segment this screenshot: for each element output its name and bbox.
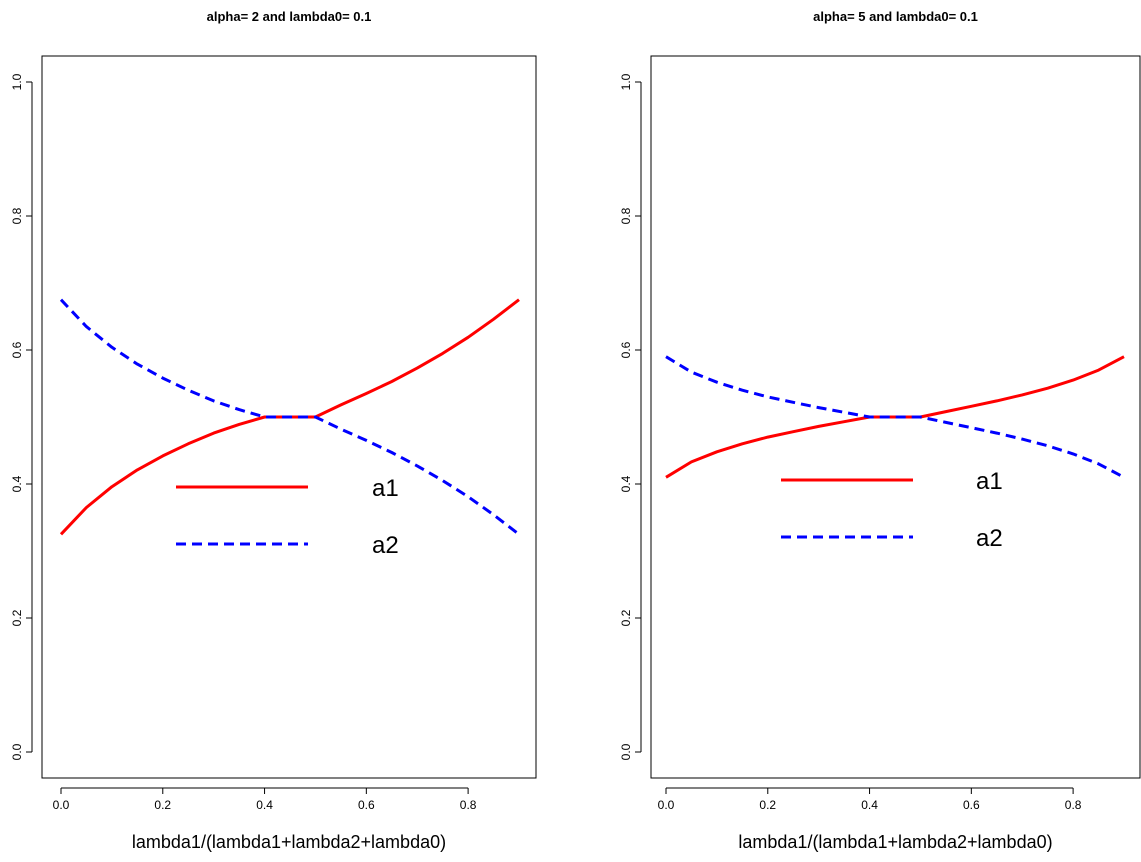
y-tick-label: 0.8 <box>619 207 633 224</box>
series-line-a1 <box>665 355 1125 479</box>
series-line-a2 <box>59 298 520 536</box>
x-axis-label: lambda1/(lambda1+lambda2+lambda0) <box>738 832 1052 852</box>
y-tick-label: 1.0 <box>10 73 24 90</box>
x-tick-label: 0.0 <box>53 798 70 812</box>
series-line-a2 <box>665 355 1125 479</box>
x-tick-label: 0.6 <box>963 798 980 812</box>
chart-title: alpha= 2 and lambda0= 0.1 <box>207 9 372 24</box>
legend-label-a2: a2 <box>372 532 399 559</box>
legend: a1 a2 <box>781 468 1003 552</box>
y-tick-label: 1.0 <box>619 73 633 90</box>
y-tick-label: 0.2 <box>10 609 24 626</box>
y-tick-label: 0.0 <box>10 743 24 760</box>
x-tick-label: 0.6 <box>358 798 375 812</box>
legend-label-a1: a1 <box>372 475 399 502</box>
y-tick-label: 0.6 <box>10 341 24 358</box>
x-tick-label: 0.0 <box>658 798 675 812</box>
x-tick-label: 0.8 <box>1065 798 1082 812</box>
legend: a1 a2 <box>176 475 399 559</box>
y-tick-label: 0.0 <box>619 743 633 760</box>
plot-frame <box>650 55 1141 779</box>
x-tick-label: 0.4 <box>256 798 273 812</box>
x-tick-label: 0.2 <box>154 798 171 812</box>
y-tick-label: 0.6 <box>619 341 633 358</box>
y-tick-label: 0.4 <box>619 475 633 492</box>
x-tick-label: 0.2 <box>759 798 776 812</box>
plot-frame <box>41 55 537 779</box>
chart-panel-1: alpha= 2 and lambda0= 0.1 0.0 0.2 0.4 0.6 0.8… <box>10 9 537 852</box>
x-axis-label: lambda1/(lambda1+lambda2+lambda0) <box>132 832 446 852</box>
legend-label-a1: a1 <box>976 468 1003 495</box>
x-tick-label: 0.4 <box>861 798 878 812</box>
y-tick-label: 0.2 <box>619 609 633 626</box>
chart-title: alpha= 5 and lambda0= 0.1 <box>813 9 978 24</box>
x-tick-label: 0.8 <box>460 798 477 812</box>
y-tick-label: 0.8 <box>10 207 24 224</box>
y-tick-label: 0.4 <box>10 475 24 492</box>
chart-panel-2: alpha= 5 and lambda0= 0.1 0.0 0.2 0.4 0.6 0.8… <box>619 9 1141 852</box>
legend-label-a2: a2 <box>976 525 1003 552</box>
